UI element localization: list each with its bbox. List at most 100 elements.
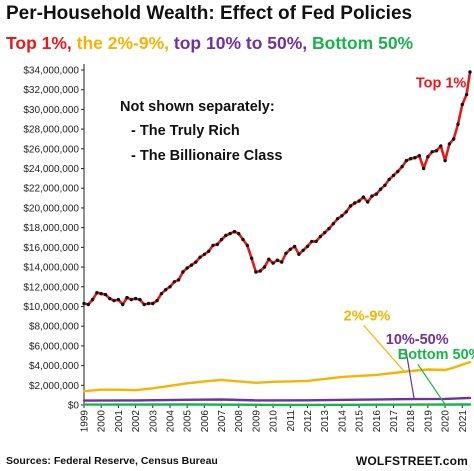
y-tick-label: $28,000,000 <box>23 125 79 136</box>
y-tick-label: $18,000,000 <box>23 223 79 234</box>
data-point <box>404 158 409 163</box>
data-point <box>129 297 133 302</box>
data-point <box>417 154 421 158</box>
data-point <box>237 231 241 236</box>
x-tick-label: 2019 <box>423 410 434 433</box>
data-point <box>159 292 164 296</box>
data-point <box>327 226 331 231</box>
data-point <box>181 270 185 274</box>
data-point <box>284 251 288 255</box>
data-point <box>249 256 254 260</box>
data-point <box>245 243 249 248</box>
data-point <box>254 270 258 274</box>
y-tick-label: $22,000,000 <box>23 184 79 195</box>
data-point <box>258 269 262 273</box>
note-item: - The Truly Rich <box>131 123 240 139</box>
x-tick-label: 1999 <box>80 410 91 433</box>
data-point <box>121 302 125 307</box>
data-point <box>383 183 387 187</box>
note-box: Not shown separately: - The Truly Rich -… <box>120 99 283 164</box>
data-point <box>456 122 460 126</box>
data-point <box>391 173 396 178</box>
data-point <box>409 157 413 161</box>
subtitle-part: Top 1%, <box>6 33 77 53</box>
data-point <box>378 187 383 191</box>
x-tick-label: 2007 <box>217 410 228 433</box>
data-point <box>430 150 434 154</box>
data-point <box>146 301 151 306</box>
data-point <box>426 155 430 159</box>
x-tick-label: 2005 <box>183 410 194 433</box>
data-point <box>155 298 159 303</box>
data-point <box>460 102 464 107</box>
data-point <box>361 195 366 199</box>
data-point <box>262 265 267 269</box>
y-tick-label: $4,000,000 <box>29 361 79 372</box>
series-line <box>82 396 472 402</box>
data-point <box>400 164 404 169</box>
x-tick-label: 2012 <box>303 410 314 433</box>
data-point <box>340 214 344 218</box>
data-point <box>142 302 146 307</box>
series-layer <box>82 70 472 407</box>
data-point <box>318 234 323 239</box>
x-tick-label: 2008 <box>234 410 245 433</box>
data-point <box>280 260 284 264</box>
data-point <box>185 266 189 270</box>
data-point <box>370 194 374 198</box>
data-point <box>164 288 168 292</box>
x-tick-label: 2009 <box>251 410 262 433</box>
subtitle-part: Bottom 50% <box>312 33 414 53</box>
x-tick-label: 2021 <box>458 410 469 433</box>
y-tick-label: $10,000,000 <box>23 302 79 313</box>
data-point <box>95 291 99 295</box>
y-tick-label: $30,000,000 <box>23 105 79 116</box>
data-point <box>112 298 116 303</box>
data-point <box>288 247 292 251</box>
series-label: Top 1% <box>416 76 467 92</box>
data-point <box>116 297 121 302</box>
x-tick-label: 2004 <box>165 410 176 433</box>
data-point <box>224 233 228 238</box>
data-point <box>434 149 439 153</box>
data-point <box>366 200 370 204</box>
x-tick-label: 2020 <box>441 410 452 433</box>
x-tick-label: 2016 <box>372 410 383 433</box>
data-point <box>468 70 472 74</box>
data-point <box>90 297 95 302</box>
y-tick-label: $26,000,000 <box>23 144 79 155</box>
data-point <box>447 142 452 146</box>
chart-title: Per-Household Wealth: Effect of Fed Poli… <box>6 3 413 24</box>
series-label: 10%-50% <box>386 332 449 348</box>
brand-logo-text: WOLFSTREET.com <box>355 454 468 468</box>
data-point <box>314 239 318 244</box>
x-tick-label: 2010 <box>269 410 280 433</box>
y-tick-label: $20,000,000 <box>23 203 79 214</box>
x-tick-label: 2013 <box>320 410 331 433</box>
data-point <box>353 201 357 205</box>
x-tick-label: 2003 <box>148 410 159 433</box>
data-point <box>335 217 340 221</box>
y-tick-label: $16,000,000 <box>23 243 79 254</box>
x-tick-label: 2006 <box>200 410 211 433</box>
data-point <box>228 231 232 236</box>
y-tick-label: $2,000,000 <box>29 381 79 392</box>
data-point <box>271 261 275 265</box>
y-tick-label: $34,000,000 <box>23 66 79 77</box>
data-point <box>331 222 335 226</box>
annotation-layer: Top 1% 2%-9% 10%-50%Bottom 50% <box>344 76 474 405</box>
data-point <box>198 255 202 259</box>
data-point <box>439 144 443 148</box>
data-point <box>215 242 219 247</box>
y-tick-label: $0 <box>68 401 80 412</box>
data-point <box>267 257 271 261</box>
subtitle-part: the 2%-9%, <box>76 33 174 53</box>
data-point <box>86 302 91 307</box>
data-point <box>232 229 237 234</box>
annotation-leader-line <box>405 348 415 399</box>
data-point <box>443 158 447 163</box>
data-point <box>172 280 176 284</box>
data-point <box>207 249 211 253</box>
x-tick-label: 2002 <box>131 410 142 433</box>
axes: $0 $2,000,000 $4,000,000 $6,000,000 $8,000,0… <box>23 64 470 432</box>
